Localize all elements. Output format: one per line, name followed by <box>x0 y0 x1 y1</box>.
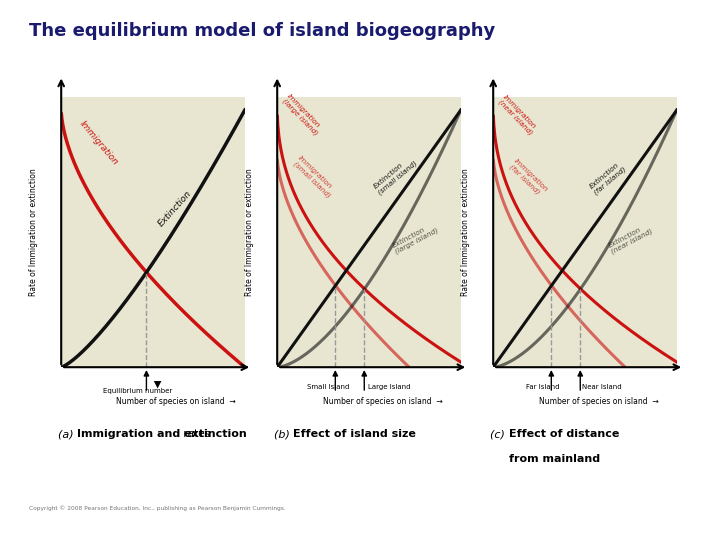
Text: Number of species on island  →: Number of species on island → <box>117 397 236 406</box>
Text: Near Island: Near Island <box>582 384 622 390</box>
Text: Extinction: Extinction <box>157 189 194 229</box>
Text: Rate of Immigration or extinction: Rate of Immigration or extinction <box>245 168 254 296</box>
Text: Rate of Immigration or extinction: Rate of Immigration or extinction <box>462 168 470 296</box>
Text: Immigration
(near island): Immigration (near island) <box>497 94 539 137</box>
Text: rates: rates <box>180 429 210 440</box>
Text: Far Island: Far Island <box>526 384 559 390</box>
Text: Extinction
(large island): Extinction (large island) <box>391 221 440 255</box>
Text: Extinction
(small island): Extinction (small island) <box>373 154 419 196</box>
Text: Number of species on island  →: Number of species on island → <box>539 397 659 406</box>
Text: Immigration and extinction: Immigration and extinction <box>77 429 247 440</box>
Text: Effect of island size: Effect of island size <box>293 429 416 440</box>
Text: Small Island: Small Island <box>307 384 349 390</box>
Text: (a): (a) <box>58 429 77 440</box>
Text: ▶: ▶ <box>152 380 162 387</box>
Text: The equilibrium model of island biogeography: The equilibrium model of island biogeogr… <box>29 22 495 39</box>
Text: Extinction
(far island): Extinction (far island) <box>589 160 628 196</box>
Text: Equilibrium number: Equilibrium number <box>103 388 173 394</box>
Text: Number of species on island  →: Number of species on island → <box>323 397 443 406</box>
Text: Immigration
(large island): Immigration (large island) <box>281 92 324 137</box>
Text: Immigration
(small island): Immigration (small island) <box>292 155 336 199</box>
Text: Extinction
(near island): Extinction (near island) <box>607 222 654 255</box>
Text: Rate of Immigration or extinction: Rate of Immigration or extinction <box>29 168 38 296</box>
Text: Large Island: Large Island <box>368 384 410 390</box>
Text: (b): (b) <box>274 429 293 440</box>
Text: Copyright © 2008 Pearson Education, Inc., publishing as Pearson Benjamin Cumming: Copyright © 2008 Pearson Education, Inc.… <box>29 505 286 511</box>
Text: (c): (c) <box>490 429 508 440</box>
Text: Immigration: Immigration <box>78 119 120 167</box>
Text: Immigration
(far island): Immigration (far island) <box>508 158 549 199</box>
Text: Effect of distance: Effect of distance <box>509 429 619 440</box>
Text: from mainland: from mainland <box>509 454 600 464</box>
